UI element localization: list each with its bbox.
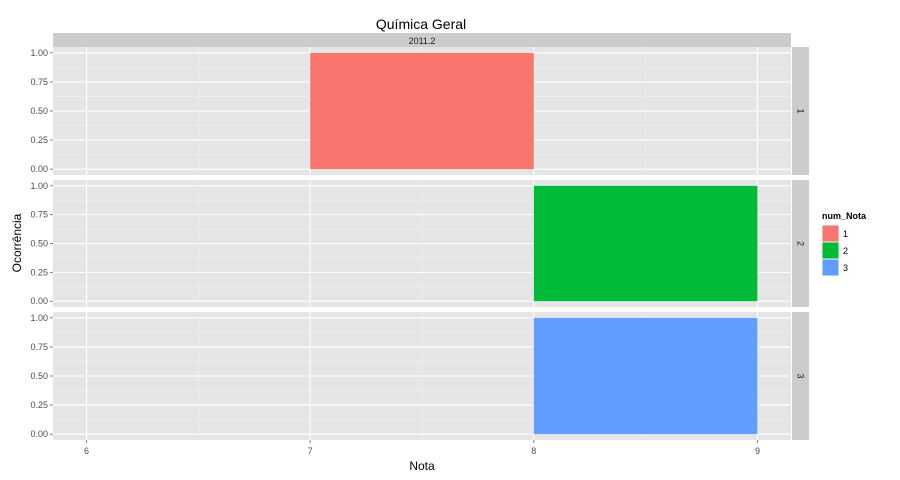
bar [310,52,534,170]
legend-label: 3 [843,263,848,273]
panel-3: 0.00 0.25 0.50 0.75 1.00 3 [30,312,809,440]
row-strip [792,47,809,175]
panel-2: 0.00 0.25 0.50 0.75 1.00 2 [30,180,809,307]
row-strip-label: 3 [796,373,806,378]
row-strip [792,180,809,307]
y-tick-label: 0.00 [30,429,48,439]
y-tick-label: 0.00 [30,296,48,306]
x-tick-label: 6 [84,446,89,456]
y-tick-label: 0.25 [30,400,48,410]
x-tick-label: 9 [755,446,760,456]
y-axis-title: Ocorrência [10,213,24,272]
bar [533,317,758,435]
x-tick-label: 7 [308,446,313,456]
y-tick-label: 0.50 [30,239,48,249]
x-axis: 6 7 8 9 [84,440,760,456]
y-tick-label: 1.00 [30,48,48,58]
legend-key [822,242,839,259]
legend-title: num_Nota [822,211,867,221]
y-tick-label: 0.75 [30,77,48,87]
chart-title: Química Geral [376,16,466,32]
legend: num_Nota 1 2 3 [822,211,867,276]
legend-key [822,259,839,276]
row-strip [792,312,809,440]
y-tick-label: 0.50 [30,106,48,116]
y-tick-label: 0.25 [30,267,48,277]
y-tick-label: 1.00 [30,313,48,323]
row-strip-label: 1 [796,108,806,113]
panels: 0.00 0.25 0.50 0.75 1.00 1 0.00 0.25 0.50 0.75 1.0… [30,47,809,440]
y-tick-label: 0.75 [30,210,48,220]
legend-key [822,225,839,242]
y-tick-label: 0.25 [30,135,48,145]
panel-1: 0.00 0.25 0.50 0.75 1.00 1 [30,47,809,175]
column-strip-label: 2011.2 [409,36,436,46]
y-tick-label: 1.00 [30,181,48,191]
y-tick-label: 0.00 [30,164,48,174]
y-tick-label: 0.50 [30,371,48,381]
y-tick-label: 0.75 [30,342,48,352]
x-axis-title: Nota [409,459,435,473]
legend-label: 1 [843,229,848,239]
legend-label: 2 [843,246,848,256]
column-strip [53,33,791,47]
bar [533,185,758,302]
x-tick-label: 8 [531,446,536,456]
row-strip-label: 2 [796,241,806,246]
